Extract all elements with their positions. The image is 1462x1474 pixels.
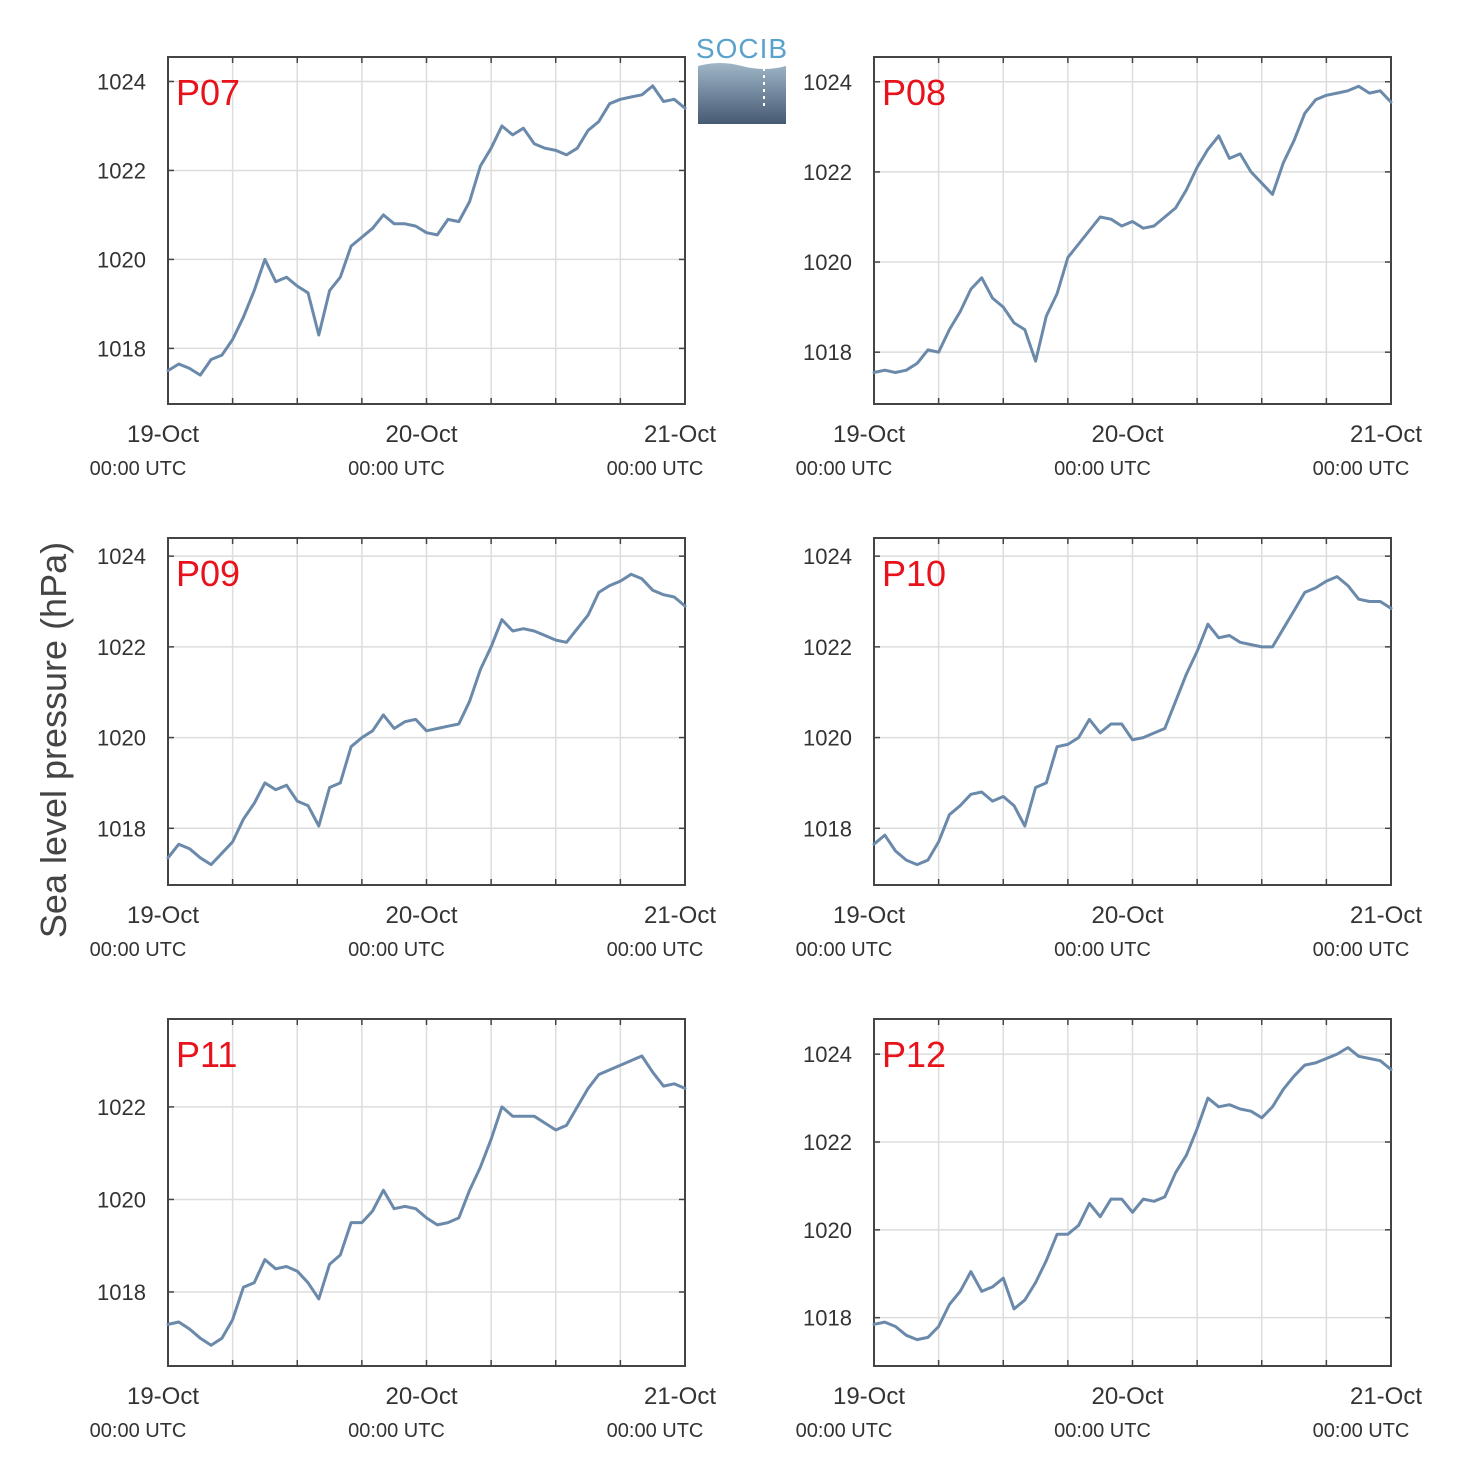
panel-title: P12 <box>882 1034 946 1075</box>
x-tick-label-date: 20-Oct <box>385 902 457 929</box>
x-tick-label-time: 00:00 UTC <box>796 939 893 961</box>
x-tick-label-time: 00:00 UTC <box>90 458 187 480</box>
y-tick-label: 1020 <box>97 726 146 751</box>
y-tick-label: 1020 <box>803 250 852 275</box>
chart-panel-p12: 1018 1020 1022 1024 19-Oct 00:00 UTC 20-Oct 00:… <box>796 1018 1422 1442</box>
chart-panel-p08: 1018 1020 1022 1024 19-Oct 00:00 UTC 20-Oct 00:… <box>796 56 1422 480</box>
x-tick-label-time: 00:00 UTC <box>607 1420 704 1442</box>
y-tick-label: 1020 <box>803 1218 852 1243</box>
x-tick-label-time: 00:00 UTC <box>348 1420 445 1442</box>
x-tick-label-date: 20-Oct <box>385 1383 457 1410</box>
y-tick-label: 1022 <box>97 635 146 660</box>
x-tick-label-time: 00:00 UTC <box>90 1420 187 1442</box>
y-tick-label: 1022 <box>97 158 146 183</box>
x-tick-label-time: 00:00 UTC <box>1054 1420 1151 1442</box>
x-tick-label-time: 00:00 UTC <box>607 458 704 480</box>
y-tick-label: 1018 <box>97 1280 146 1305</box>
x-tick-label-date: 19-Oct <box>127 421 199 448</box>
y-tick-label: 1022 <box>803 160 852 185</box>
x-tick-label-date: 19-Oct <box>833 1383 905 1410</box>
x-tick-label-date: 21-Oct <box>1350 902 1422 929</box>
x-tick-label-time: 00:00 UTC <box>796 1420 893 1442</box>
x-tick-label-date: 20-Oct <box>1091 421 1163 448</box>
x-tick-label-date: 19-Oct <box>127 902 199 929</box>
x-tick-label-date: 21-Oct <box>644 1383 716 1410</box>
panel-title: P07 <box>176 72 240 113</box>
x-tick-label-time: 00:00 UTC <box>1313 939 1410 961</box>
chart-panel-p07: 1018 1020 1022 1024 19-Oct 00:00 UTC 20-Oct 00:… <box>90 56 716 480</box>
panel-title: P09 <box>176 553 240 594</box>
x-tick-label-date: 21-Oct <box>1350 1383 1422 1410</box>
y-tick-label: 1020 <box>97 1187 146 1212</box>
y-tick-label: 1018 <box>97 336 146 361</box>
y-tick-label: 1018 <box>803 340 852 365</box>
x-tick-label-time: 00:00 UTC <box>348 458 445 480</box>
x-tick-label-date: 21-Oct <box>1350 421 1422 448</box>
y-tick-label: 1018 <box>97 816 146 841</box>
logo-text: SOCIB <box>696 33 788 64</box>
chart-panel-p11: 1018 1020 1022 19-Oct 00:00 UTC 20-Oct 00:00 U… <box>90 1018 716 1442</box>
x-tick-label-time: 00:00 UTC <box>1313 458 1410 480</box>
y-tick-label: 1022 <box>803 1130 852 1155</box>
x-tick-label-date: 21-Oct <box>644 902 716 929</box>
x-tick-label-time: 00:00 UTC <box>1054 458 1151 480</box>
x-tick-label-date: 21-Oct <box>644 421 716 448</box>
x-tick-label-date: 19-Oct <box>833 902 905 929</box>
y-axis-label: Sea level pressure (hPa) <box>33 542 74 938</box>
y-tick-label: 1024 <box>97 544 146 569</box>
series-line <box>166 84 687 377</box>
y-tick-label: 1022 <box>803 635 852 660</box>
chart-panel-p09: 1018 1020 1022 1024 19-Oct 00:00 UTC 20-Oct 00:… <box>90 537 716 961</box>
x-tick-label-time: 00:00 UTC <box>348 939 445 961</box>
x-tick-label-time: 00:00 UTC <box>1054 939 1151 961</box>
series-line <box>872 84 1393 374</box>
x-tick-label-time: 00:00 UTC <box>1313 1420 1410 1442</box>
panel-title: P10 <box>882 553 946 594</box>
panel-title: P11 <box>176 1034 237 1075</box>
series-line <box>872 575 1393 867</box>
socib-logo: SOCIB <box>696 33 788 124</box>
y-tick-label: 1020 <box>803 726 852 751</box>
chart-panel-p10: 1018 1020 1022 1024 19-Oct 00:00 UTC 20-Oct 00:… <box>796 537 1422 961</box>
x-tick-label-date: 19-Oct <box>127 1383 199 1410</box>
x-tick-label-date: 20-Oct <box>385 421 457 448</box>
x-tick-label-date: 20-Oct <box>1091 1383 1163 1410</box>
logo-wave-shape <box>698 63 786 124</box>
y-tick-label: 1018 <box>803 1306 852 1331</box>
series-line <box>872 1046 1393 1342</box>
y-tick-label: 1022 <box>97 1095 146 1120</box>
y-tick-label: 1024 <box>803 1042 852 1067</box>
y-tick-label: 1024 <box>803 544 852 569</box>
y-tick-label: 1024 <box>97 69 146 94</box>
x-tick-label-time: 00:00 UTC <box>90 939 187 961</box>
y-tick-label: 1020 <box>97 247 146 272</box>
x-tick-label-date: 19-Oct <box>833 421 905 448</box>
x-tick-label-time: 00:00 UTC <box>607 939 704 961</box>
panel-title: P08 <box>882 72 946 113</box>
y-tick-label: 1018 <box>803 816 852 841</box>
series-line <box>166 572 687 867</box>
series-line <box>166 1054 687 1347</box>
y-tick-label: 1024 <box>803 70 852 95</box>
x-tick-label-time: 00:00 UTC <box>796 458 893 480</box>
x-tick-label-date: 20-Oct <box>1091 902 1163 929</box>
